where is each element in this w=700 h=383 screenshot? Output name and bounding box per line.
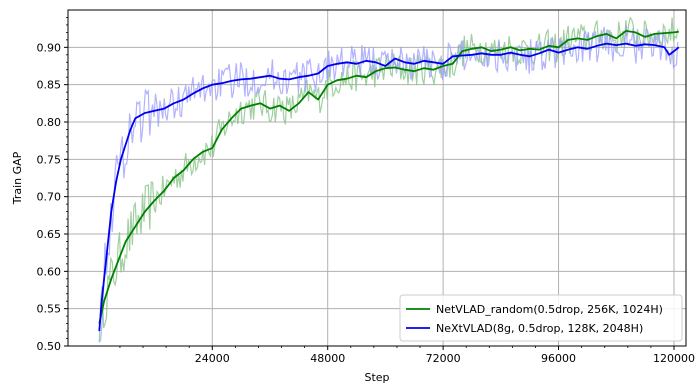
grid-layer [68, 10, 686, 347]
y-tick-label: 0.75 [37, 153, 62, 166]
series-line [98, 29, 679, 324]
y-tick-label: 0.65 [37, 228, 62, 241]
x-tick-label: 96000 [541, 352, 576, 365]
x-tick-label: 24000 [195, 352, 230, 365]
legend-box [399, 294, 683, 342]
legend: NetVLAD_random(0.5drop, 256K, 1024H) NeXt… [399, 294, 683, 342]
legend-label: NetVLAD_random(0.5drop, 256K, 1024H) [436, 303, 663, 316]
y-tick-label: 0.60 [37, 265, 62, 278]
x-tick-label: 72000 [426, 352, 461, 365]
series-layer [98, 29, 680, 332]
y-tick-label: 0.80 [37, 116, 62, 129]
y-tick-label: 0.50 [37, 340, 62, 353]
y-tick-label: 0.85 [37, 79, 62, 92]
y-tick-label: 0.70 [37, 191, 62, 204]
raw-series-line [98, 25, 679, 343]
plot-frame [67, 9, 687, 347]
x-tick-label: 48000 [310, 352, 345, 365]
y-axis-label: Train GAP [11, 151, 24, 205]
series-line [98, 42, 680, 332]
x-axis-label: Step [364, 371, 389, 383]
y-tick-label: 0.55 [37, 303, 62, 316]
x-tick-label: 120000 [653, 352, 695, 365]
y-tick-label: 0.90 [37, 41, 62, 54]
ticks-layer: 0.50 0.55 0.60 0.65 0.70 0.75 0.80 0.85 0.90 2400… [37, 17, 695, 365]
legend-label: NeXtVLAD(8g, 0.5drop, 128K, 2048H) [436, 322, 643, 335]
